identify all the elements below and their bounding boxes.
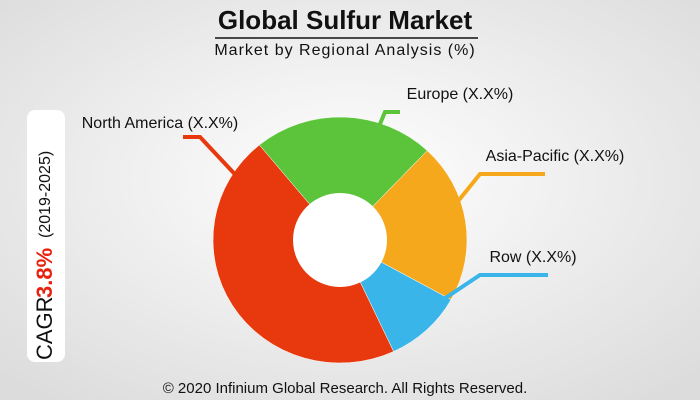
chart-title: Global Sulfur Market: [218, 5, 473, 35]
leader-line: [183, 135, 247, 187]
leader-line: [453, 172, 545, 207]
slice-label: Europe (X.X%): [407, 86, 514, 103]
donut: [212, 116, 468, 364]
slice-label: North America (X.X%): [82, 115, 238, 132]
cagr-value: 3.8%: [32, 248, 57, 298]
leader-line: [363, 110, 400, 161]
cagr-group: CAGR 3.8% (2019-2025): [32, 151, 57, 360]
slice-label: Row (X.X%): [489, 249, 576, 266]
chart-subtitle: Market by Regional Analysis (%): [214, 42, 475, 59]
cagr-period: (2019-2025): [37, 151, 54, 238]
donut-slice: [259, 116, 428, 241]
leader-line: [418, 273, 548, 317]
donut-slice: [339, 150, 468, 300]
footer: © 2020 Infinium Global Research. All Rig…: [163, 380, 528, 397]
slice-label: Asia-Pacific (X.X%): [486, 148, 625, 165]
cagr-label: CAGR: [32, 296, 57, 360]
cagr-box: [27, 110, 65, 362]
donut-hole: [293, 193, 387, 287]
